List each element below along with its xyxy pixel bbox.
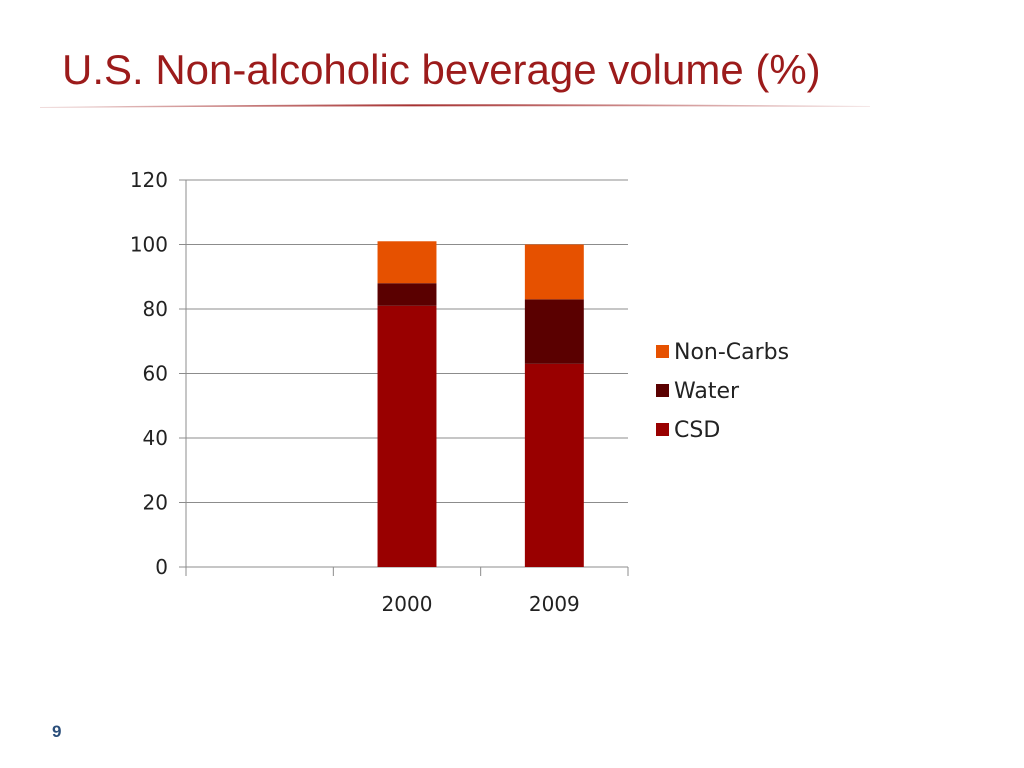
bars [377, 241, 584, 567]
tick-labels: 0 20 40 60 80 100 120 2000 2009 [130, 168, 580, 616]
bar-csd-2009 [524, 363, 584, 567]
y-tick-label: 120 [130, 168, 168, 192]
bar-water-2009 [524, 299, 584, 364]
slide-title: U.S. Non-alcoholic beverage volume (%) [62, 46, 821, 93]
y-tick-label: 0 [155, 555, 168, 579]
title-underline [40, 104, 870, 108]
y-tick-label: 80 [143, 297, 168, 321]
legend-label: CSD [674, 418, 720, 443]
legend: Non-Carbs Water CSD [656, 340, 789, 443]
bar-non-carbs-2009 [524, 244, 584, 300]
y-tick-label: 40 [143, 426, 168, 450]
legend-swatch [656, 423, 669, 436]
y-tick-label: 100 [130, 233, 168, 257]
legend-label: Non-Carbs [674, 340, 789, 365]
page-number: 9 [52, 722, 62, 741]
legend-swatch [656, 384, 669, 397]
bar-non-carbs-2000 [377, 241, 437, 284]
x-tick-label: 2000 [382, 592, 433, 616]
y-tick-label: 60 [143, 362, 168, 386]
legend-swatch [656, 345, 669, 358]
y-tick-label: 20 [143, 491, 168, 515]
bar-water-2000 [377, 283, 437, 306]
legend-label: Water [674, 379, 740, 404]
x-tick-label: 2009 [529, 592, 580, 616]
bar-csd-2000 [377, 305, 437, 567]
